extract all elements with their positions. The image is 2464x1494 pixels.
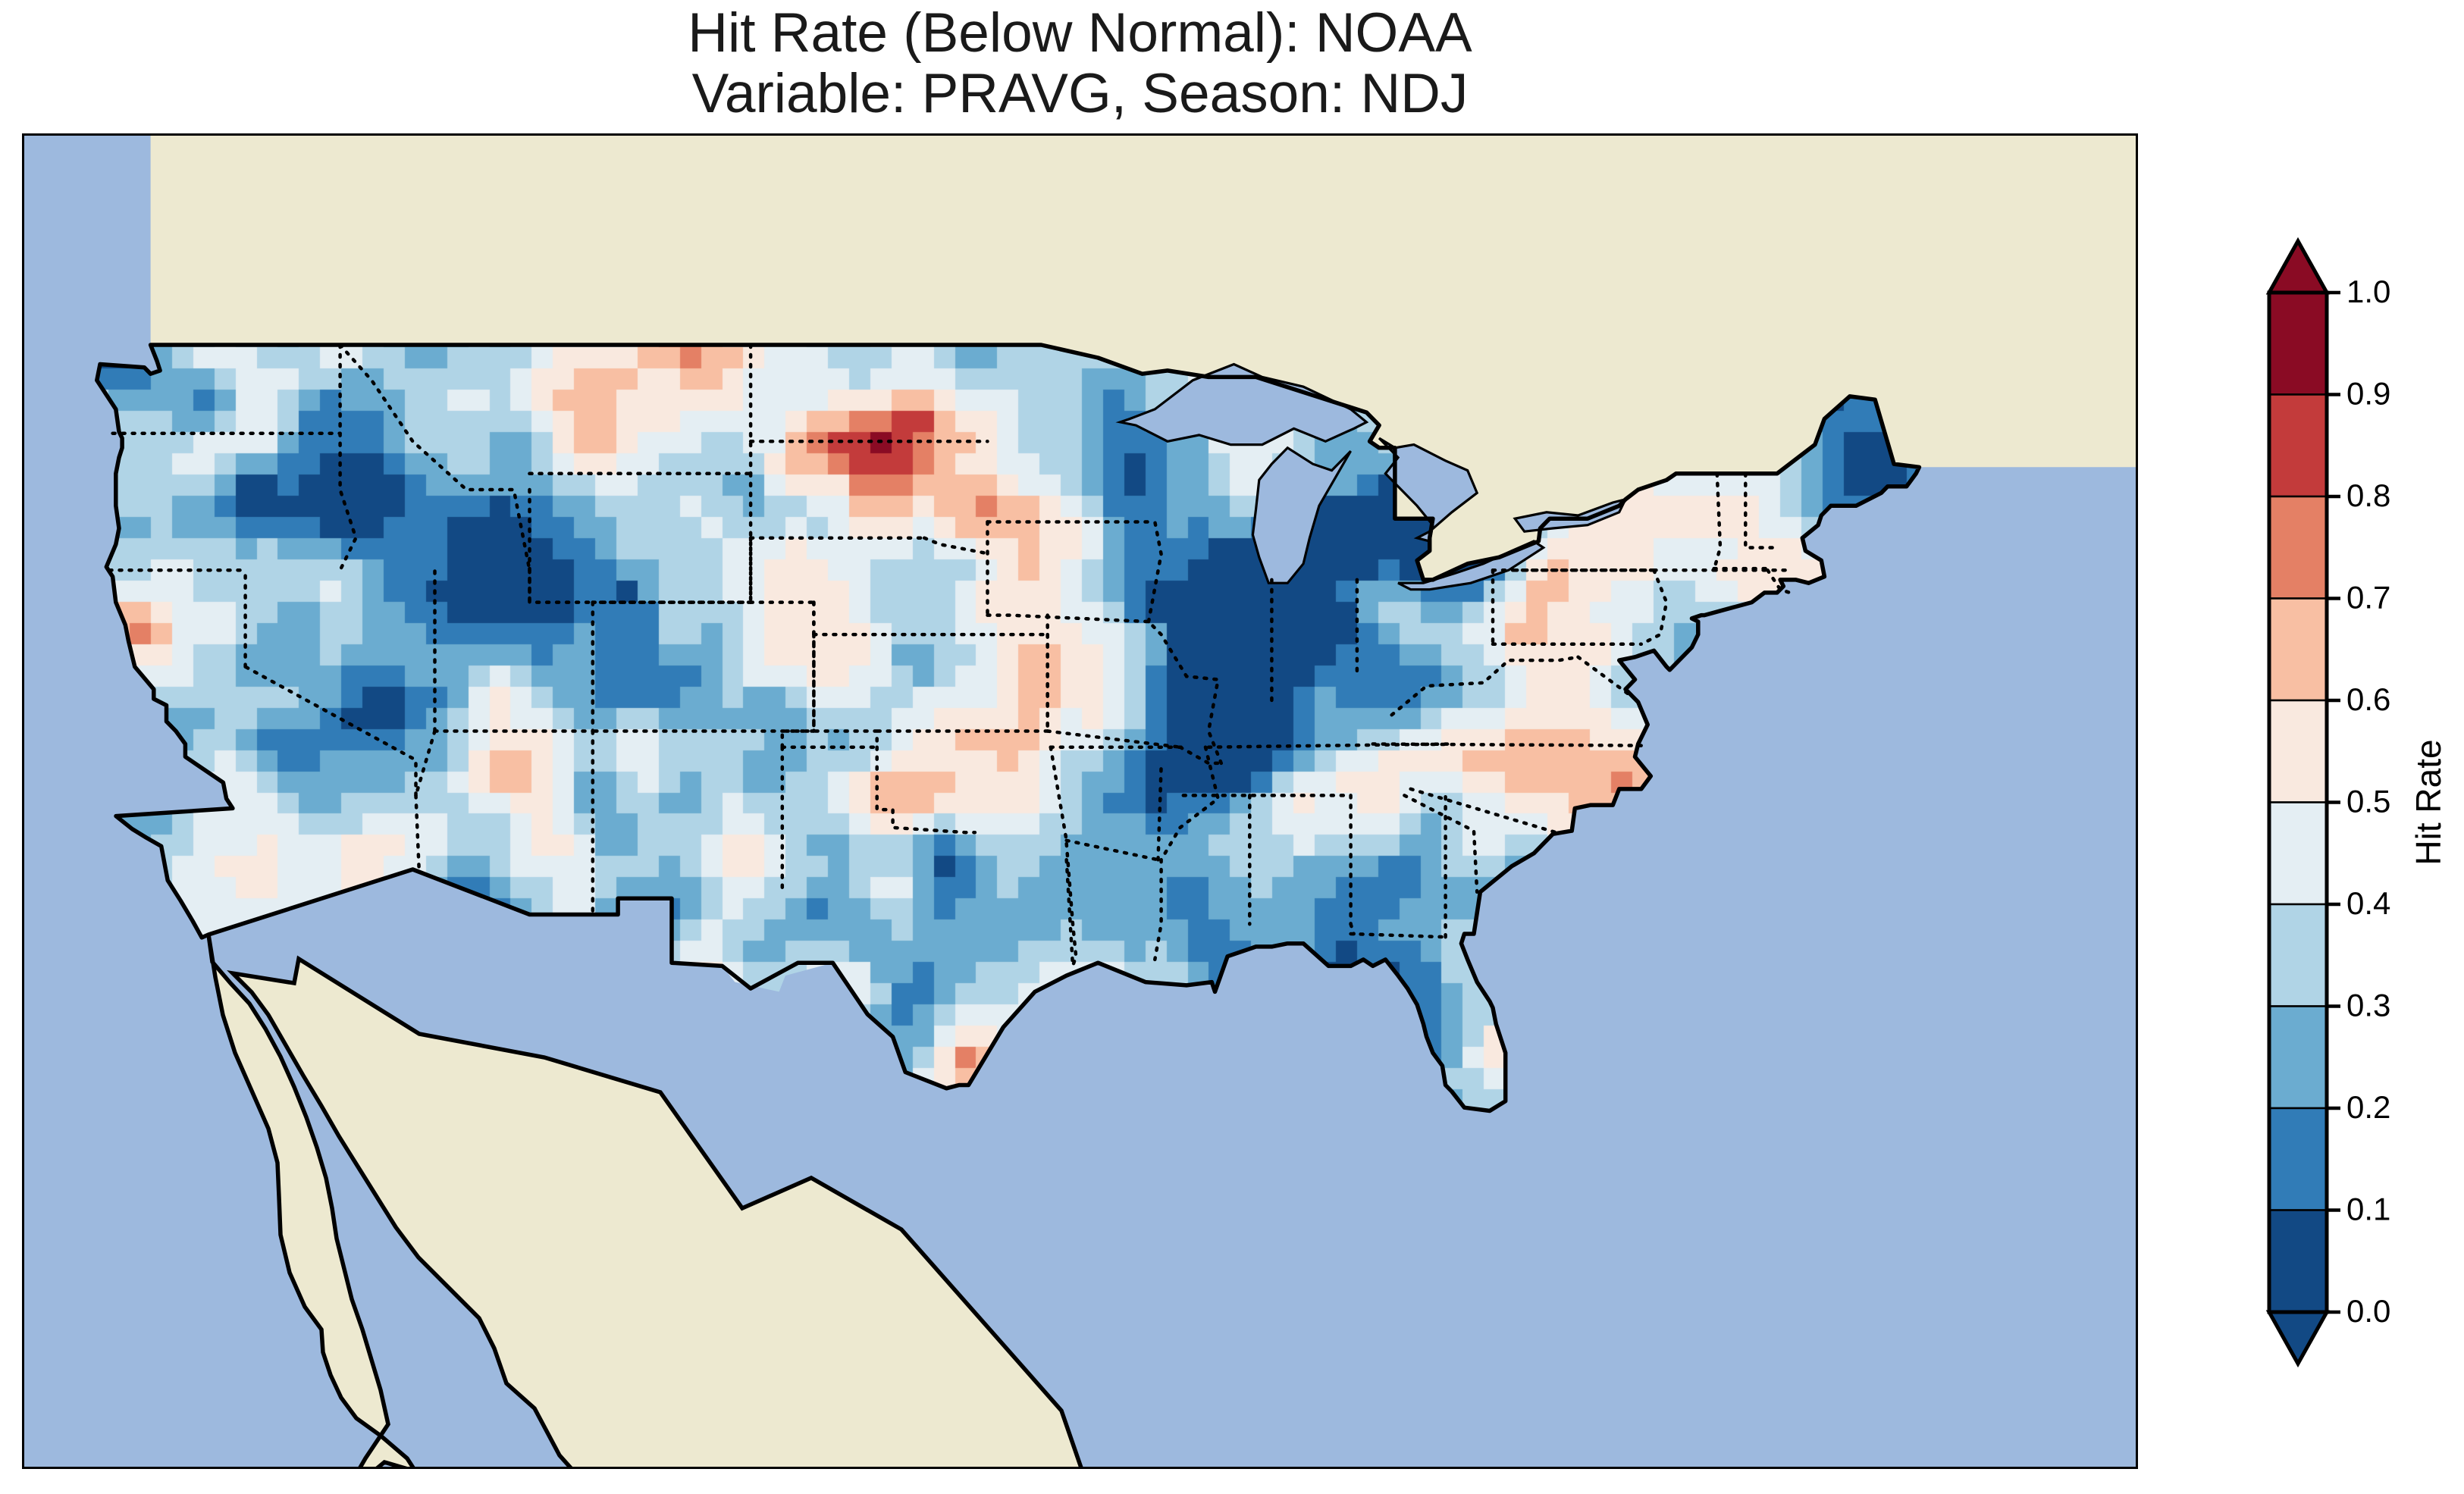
- svg-text:0.1: 0.1: [2346, 1192, 2390, 1227]
- svg-text:0.8: 0.8: [2346, 478, 2390, 513]
- svg-text:1.0: 1.0: [2346, 274, 2390, 309]
- svg-text:Hit Rate: Hit Rate: [2409, 739, 2448, 865]
- svg-text:0.3: 0.3: [2346, 988, 2390, 1023]
- svg-text:0.4: 0.4: [2346, 885, 2390, 921]
- svg-text:0.2: 0.2: [2346, 1089, 2390, 1125]
- svg-text:0.9: 0.9: [2346, 376, 2390, 412]
- svg-text:0.5: 0.5: [2346, 784, 2390, 819]
- svg-text:0.7: 0.7: [2346, 580, 2390, 615]
- svg-text:0.0: 0.0: [2346, 1293, 2390, 1329]
- svg-text:0.6: 0.6: [2346, 681, 2390, 717]
